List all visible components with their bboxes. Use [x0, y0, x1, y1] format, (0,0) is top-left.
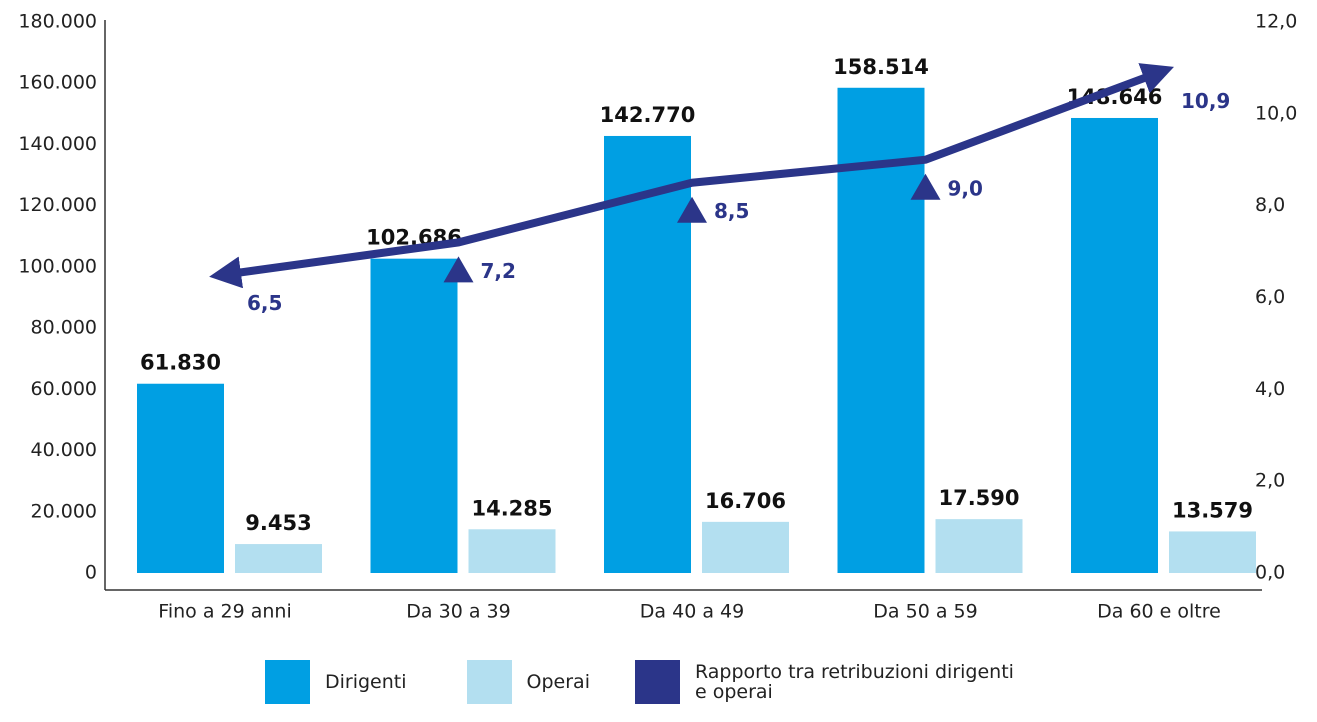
y2-tick-label: 4,0 — [1255, 378, 1285, 400]
ratio-label: 6,5 — [247, 291, 282, 315]
x-tick-label: Da 60 e oltre — [1097, 601, 1221, 623]
y-tick-label: 160.000 — [18, 72, 97, 94]
y2-tick-label: 2,0 — [1255, 470, 1285, 492]
bar — [370, 258, 458, 573]
y2-tick-label: 10,0 — [1255, 102, 1297, 124]
y2-tick-label: 6,0 — [1255, 286, 1285, 308]
value-label: 158.514 — [833, 55, 929, 79]
y-tick-label: 120.000 — [18, 194, 97, 216]
x-tick-label: Fino a 29 anni — [158, 601, 291, 623]
y2-tick-label: 0,0 — [1255, 562, 1285, 584]
legend-label: Operai — [526, 671, 590, 693]
value-label: 14.285 — [471, 496, 552, 520]
value-label: 13.579 — [1172, 498, 1253, 522]
ratio-label: 8,5 — [714, 199, 749, 223]
x-tick-label: Da 30 a 39 — [406, 601, 510, 623]
y-tick-label: 180.000 — [18, 11, 97, 33]
value-label: 61.830 — [140, 351, 221, 375]
ratio-line — [209, 63, 1174, 289]
bar — [1071, 117, 1158, 573]
value-label: 142.770 — [600, 103, 696, 127]
bar — [935, 519, 1023, 573]
value-label: 17.590 — [938, 486, 1019, 510]
legend: Dirigenti Operai Rapporto tra retribuzioni… — [265, 660, 1060, 704]
y2-tick-label: 8,0 — [1255, 194, 1285, 216]
value-label: 9.453 — [245, 511, 311, 535]
bar — [702, 521, 789, 573]
legend-label: Dirigenti — [325, 671, 407, 693]
y-tick-label: 60.000 — [31, 378, 97, 400]
y-tick-label: 40.000 — [31, 439, 97, 461]
y-tick-label: 100.000 — [18, 255, 97, 277]
x-tick-label: Da 40 a 49 — [640, 601, 744, 623]
legend-item: Operai — [466, 660, 590, 704]
y2-tick-label: 12,0 — [1255, 11, 1297, 33]
legend-swatch — [466, 660, 512, 704]
ratio-marker — [677, 196, 707, 223]
bar — [1169, 531, 1256, 573]
x-tick-label: Da 50 a 59 — [873, 601, 977, 623]
ratio-marker — [443, 256, 474, 283]
y-tick-label: 80.000 — [31, 317, 97, 339]
ratio-label: 7,2 — [481, 259, 516, 283]
value-label: 16.706 — [705, 489, 786, 513]
bar — [468, 529, 556, 573]
bar — [137, 383, 224, 573]
legend-swatch — [634, 660, 680, 704]
legend-item: Dirigenti — [265, 660, 407, 704]
bar — [235, 544, 322, 573]
ratio-label: 10,9 — [1181, 89, 1230, 113]
y-tick-label: 20.000 — [31, 500, 97, 522]
legend-label: Rapporto tra retribuzioni dirigenti e op… — [694, 661, 1014, 703]
legend-swatch — [265, 660, 310, 704]
legend-item: Rapporto tra retribuzioni dirigenti e op… — [634, 660, 1015, 704]
y-tick-label: 140.000 — [18, 133, 97, 155]
ratio-label: 9,0 — [948, 176, 983, 200]
ratio-marker — [910, 173, 941, 200]
chart: 0 20.000 40.000 60.000 80.000 100.000 120.000 1… — [18, 11, 1297, 623]
y-tick-label: 0 — [85, 562, 97, 584]
